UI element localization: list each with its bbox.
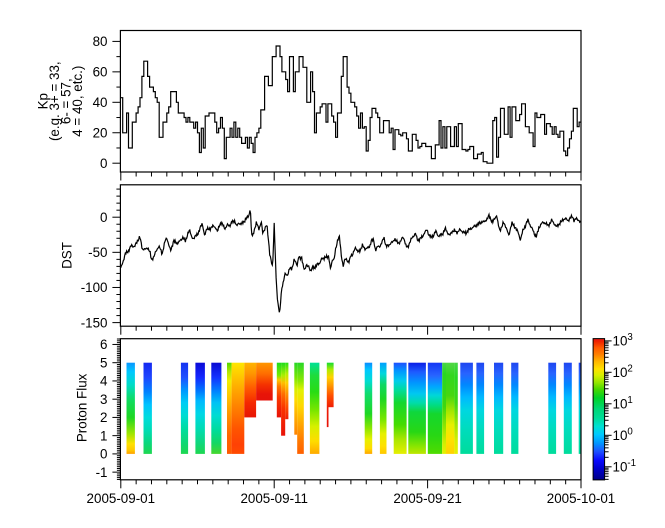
svg-text:2005-09-01: 2005-09-01 <box>87 491 156 506</box>
svg-text:2005-09-21: 2005-09-21 <box>393 491 462 506</box>
svg-text:(e.g. 3+ = 33,: (e.g. 3+ = 33, <box>47 61 62 141</box>
svg-text:6- = 57,: 6- = 57, <box>59 78 74 124</box>
svg-text:-50: -50 <box>88 245 107 260</box>
svg-text:-1: -1 <box>96 465 108 480</box>
svg-text:20: 20 <box>93 126 108 141</box>
svg-text:0: 0 <box>100 210 107 225</box>
svg-text:-100: -100 <box>81 280 108 295</box>
svg-text:Kp: Kp <box>36 93 51 109</box>
svg-text:5: 5 <box>100 355 107 370</box>
svg-text:60: 60 <box>93 65 108 80</box>
svg-text:3: 3 <box>100 392 107 407</box>
svg-text:-150: -150 <box>81 315 108 330</box>
svg-text:0: 0 <box>100 156 107 171</box>
svg-text:4 = 40, etc.): 4 = 40, etc.) <box>70 66 85 137</box>
svg-text:1: 1 <box>100 428 107 443</box>
svg-text:DST: DST <box>59 242 74 269</box>
svg-text:2: 2 <box>100 410 107 425</box>
svg-text:80: 80 <box>93 34 108 49</box>
svg-text:2005-10-01: 2005-10-01 <box>547 491 616 506</box>
svg-text:6: 6 <box>100 337 107 352</box>
svg-text:Proton Flux: Proton Flux <box>75 373 90 442</box>
svg-text:2005-09-11: 2005-09-11 <box>240 491 308 506</box>
svg-text:0: 0 <box>100 447 107 462</box>
svg-text:4: 4 <box>100 374 108 389</box>
svg-text:40: 40 <box>93 95 108 110</box>
